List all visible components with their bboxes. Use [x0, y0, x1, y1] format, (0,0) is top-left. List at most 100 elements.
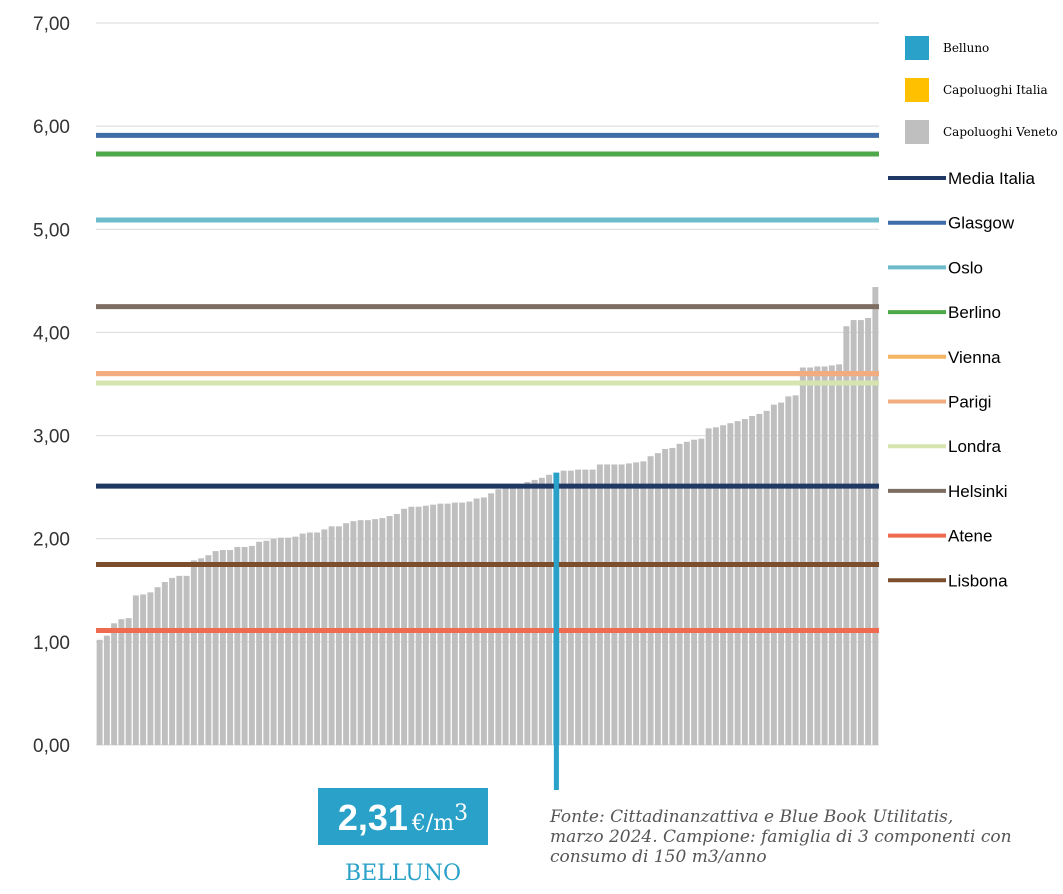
bar	[328, 526, 335, 745]
bar	[567, 470, 574, 745]
bar	[111, 623, 118, 745]
bar	[821, 366, 828, 745]
bar	[705, 428, 712, 745]
bar	[538, 477, 545, 745]
bar	[176, 575, 183, 745]
bar	[234, 546, 241, 745]
bar	[437, 503, 444, 745]
bar	[401, 508, 408, 745]
belluno-callout: 2,31 €/m3 BELLUNO	[318, 472, 559, 886]
y-tick-label: 1,00	[33, 633, 70, 654]
bar	[422, 505, 429, 745]
bar	[763, 410, 770, 745]
bar	[118, 619, 125, 745]
bar	[277, 537, 284, 745]
bar	[749, 415, 756, 745]
y-tick-label: 2,00	[33, 530, 70, 551]
bar	[756, 413, 763, 745]
bar	[212, 551, 219, 745]
reference-lines	[96, 132, 879, 634]
bar	[495, 489, 502, 745]
bar	[734, 421, 741, 745]
bar	[256, 541, 263, 745]
y-tick-label: 3,00	[33, 427, 70, 448]
callout-city: BELLUNO	[345, 861, 461, 886]
bar	[836, 364, 843, 745]
callout-box	[318, 788, 488, 845]
legend-swatch	[905, 120, 929, 144]
bar	[770, 404, 777, 745]
bar	[865, 317, 872, 745]
bar	[625, 463, 632, 745]
bar	[560, 470, 567, 745]
legend-label: Lisbona	[948, 571, 1008, 590]
bar	[778, 402, 785, 745]
bar	[451, 502, 458, 745]
legend-label: Belluno	[943, 41, 989, 55]
bars	[96, 287, 879, 745]
bar	[306, 532, 313, 745]
bar	[241, 546, 248, 745]
bar	[589, 469, 596, 745]
legend-label: Media Italia	[948, 169, 1035, 188]
bar	[408, 506, 415, 745]
legend-swatch	[905, 36, 929, 60]
gridlines	[96, 22, 879, 746]
bar	[683, 441, 690, 745]
legend-label: Berlino	[948, 303, 1001, 322]
bar	[147, 592, 154, 745]
bar	[872, 287, 879, 745]
bar	[654, 453, 661, 745]
bar	[662, 448, 669, 745]
bar	[473, 498, 480, 745]
bar	[799, 367, 806, 745]
legend-label: Parigi	[948, 393, 991, 412]
bar	[335, 526, 342, 745]
y-axis-ticks: 0,00 1,00 2,00 3,00 4,00 5,00 6,00 7,00	[33, 14, 70, 757]
bar	[604, 464, 611, 745]
callout-value: 2,31	[338, 797, 408, 838]
y-tick-label: 4,00	[33, 323, 70, 344]
legend-label: Capoluoghi Veneto	[943, 125, 1058, 139]
bar	[611, 464, 618, 745]
bar	[596, 464, 603, 745]
bar	[857, 320, 864, 745]
bar	[343, 523, 350, 745]
legend-label: Vienna	[948, 348, 1001, 367]
bar	[531, 479, 538, 745]
y-tick-label: 5,00	[33, 220, 70, 241]
bar	[183, 575, 190, 745]
legend-label: Helsinki	[948, 482, 1008, 501]
bar	[285, 537, 292, 745]
callout-unit: €/m	[411, 811, 454, 836]
legend-label: Londra	[948, 437, 1001, 456]
bar	[785, 396, 792, 745]
bar	[582, 469, 589, 745]
source-note: Fonte: Cittadinanzattiva e Blue Book Uti…	[550, 807, 1063, 867]
bar	[807, 367, 814, 745]
bar	[712, 427, 719, 745]
callout-unit-sup: 3	[454, 801, 468, 826]
bar	[698, 438, 705, 745]
bar	[154, 587, 161, 745]
bar	[509, 485, 516, 745]
bar	[727, 423, 734, 745]
bar	[415, 506, 422, 745]
bar	[575, 469, 582, 745]
bar	[792, 395, 799, 745]
bar	[140, 594, 147, 745]
bar	[720, 425, 727, 745]
bar	[96, 639, 103, 745]
legend-label: Atene	[948, 527, 992, 546]
bar	[270, 538, 277, 745]
y-tick-label: 7,00	[33, 14, 70, 35]
bar	[669, 447, 676, 745]
bar	[430, 504, 437, 745]
bar	[546, 474, 553, 745]
bar	[517, 484, 524, 745]
bar	[321, 529, 328, 745]
bar	[691, 439, 698, 745]
bar	[314, 532, 321, 745]
y-tick-label: 0,00	[33, 736, 70, 757]
